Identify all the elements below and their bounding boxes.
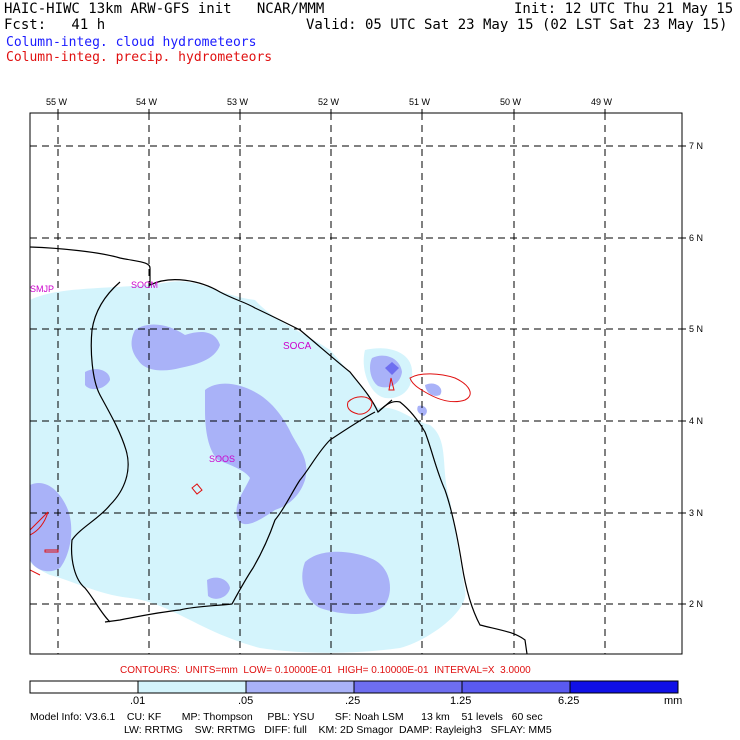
model-info-line1: Model Info: V3.6.1 CU: KF MP: Thompson P…	[30, 711, 543, 723]
lon-label-49w: 49 W	[591, 97, 613, 107]
colorbar-bin-1	[137, 680, 247, 694]
lat-label-7n: 7 N	[689, 141, 704, 151]
init-time: Init: 12 UTC Thu 21 May 15	[514, 1, 734, 17]
cloud-shading-dark	[385, 362, 399, 375]
lon-label-52w: 52 W	[318, 97, 340, 107]
colorbar-tick-3: 1.25	[450, 695, 472, 707]
lon-label-55w: 55 W	[46, 97, 68, 107]
lat-label-5n: 5 N	[689, 324, 704, 334]
lat-lon-grid	[30, 113, 682, 654]
colorbar-tick-4: 6.25	[558, 695, 580, 707]
colorbar-tick-2: .25	[345, 695, 361, 707]
map-frame	[29, 112, 683, 655]
colorbar-tick-0: .01	[130, 695, 146, 707]
colorbar-units: mm	[664, 695, 683, 707]
station-label-smjp: SMJP	[30, 284, 55, 294]
station-label-socm: SOCM	[131, 280, 158, 290]
model-info-line2: LW: RRTMG SW: RRTMG DIFF: full KM: 2D Sm…	[124, 724, 552, 736]
field-precip-title: Column-integ. precip. hydrometeors	[6, 50, 273, 65]
lon-label-51w: 51 W	[409, 97, 431, 107]
station-label-soca: SOCA	[283, 341, 312, 352]
colorbar-bin-5	[569, 680, 679, 694]
forecast-hour: Fcst: 41 h	[4, 17, 106, 33]
cloud-shading-medium	[30, 324, 442, 614]
precip-contours	[30, 373, 471, 576]
coastline-borders	[30, 246, 528, 654]
lat-label-4n: 4 N	[689, 416, 704, 426]
colorbar	[29, 680, 679, 694]
model-title: HAIC-HIWC 13km ARW-GFS init NCAR/MMM	[4, 1, 325, 17]
lon-label-50w: 50 W	[500, 97, 522, 107]
lat-label-3n: 3 N	[689, 508, 704, 518]
colorbar-tick-1: .05	[238, 695, 254, 707]
field-cloud-title: Column-integ. cloud hydrometeors	[6, 35, 257, 50]
valid-time: Valid: 05 UTC Sat 23 May 15 (02 LST Sat …	[306, 17, 728, 33]
lat-label-2n: 2 N	[689, 599, 704, 609]
lat-label-6n: 6 N	[689, 233, 704, 243]
colorbar-bin-4	[461, 680, 571, 694]
colorbar-bin-3	[353, 680, 463, 694]
colorbar-bin-2	[245, 680, 355, 694]
contour-info: CONTOURS: UNITS=mm LOW= 0.10000E-01 HIGH…	[120, 665, 531, 676]
lon-label-54w: 54 W	[136, 97, 158, 107]
station-label-soos: SOOS	[209, 454, 236, 464]
lon-label-53w: 53 W	[227, 97, 249, 107]
colorbar-bin-0	[29, 680, 139, 694]
